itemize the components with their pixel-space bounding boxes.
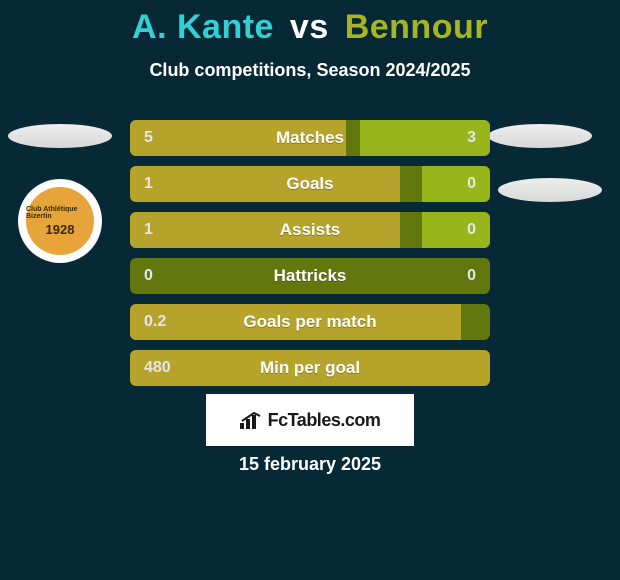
subtitle: Club competitions, Season 2024/2025	[0, 60, 620, 81]
date-text: 15 february 2025	[0, 454, 620, 475]
comparison-bars: 53Matches 10Goals 10Assists 00Hattricks 0.2G…	[130, 120, 490, 396]
stat-row: 00Hattricks	[130, 258, 490, 294]
stat-row: 0.2Goals per match	[130, 304, 490, 340]
bar-stat-label: Matches	[130, 128, 490, 148]
stat-row: 480Min per goal	[130, 350, 490, 386]
vs-text: vs	[290, 8, 329, 46]
decorative-ellipse-top-right	[488, 124, 592, 148]
bar-stat-label: Hattricks	[130, 266, 490, 286]
fctables-logo-icon	[240, 411, 262, 429]
player1-name: A. Kante	[132, 8, 274, 46]
stat-row: 53Matches	[130, 120, 490, 156]
stat-row: 10Goals	[130, 166, 490, 202]
page-title: A. Kante vs Bennour	[0, 8, 620, 47]
brand-card: FcTables.com	[206, 394, 414, 446]
brand-text: FcTables.com	[268, 410, 381, 431]
stat-row: 10Assists	[130, 212, 490, 248]
bar-stat-label: Goals per match	[130, 312, 490, 332]
bar-stat-label: Goals	[130, 174, 490, 194]
club-badge-line1: Club Athlétique Bizertin	[26, 206, 94, 220]
club-badge-inner: Club Athlétique Bizertin 1928	[26, 187, 94, 255]
bar-stat-label: Assists	[130, 220, 490, 240]
bar-stat-label: Min per goal	[130, 358, 490, 378]
club-badge-line2: 1928	[46, 222, 75, 237]
club-badge-left: Club Athlétique Bizertin 1928	[18, 179, 102, 263]
decorative-ellipse-top-left	[8, 124, 112, 148]
player2-name: Bennour	[345, 8, 488, 46]
decorative-ellipse-mid-right	[498, 178, 602, 202]
